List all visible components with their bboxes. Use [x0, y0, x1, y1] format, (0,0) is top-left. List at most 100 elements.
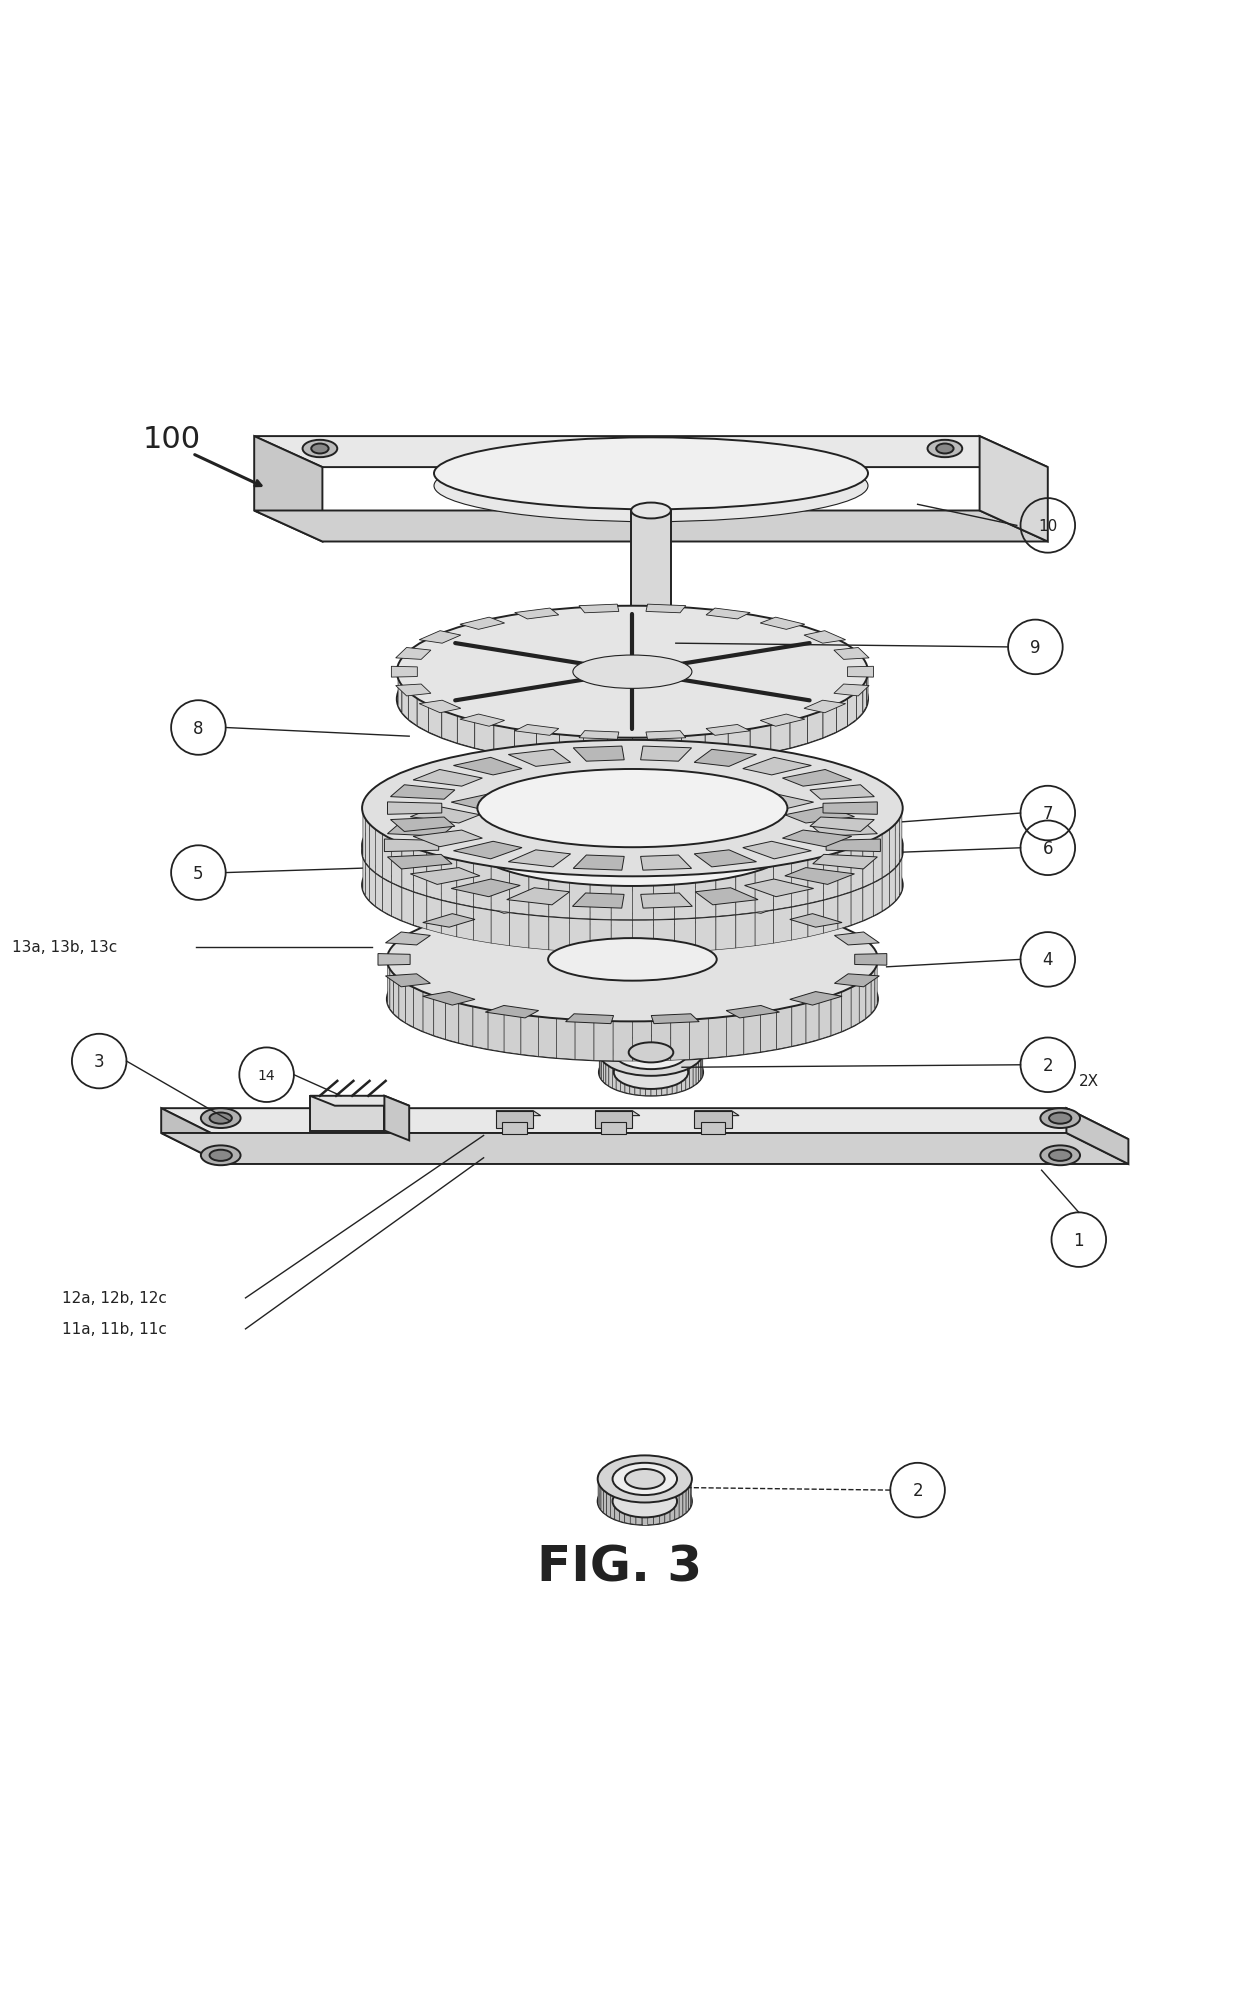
Polygon shape	[808, 856, 823, 904]
Polygon shape	[387, 854, 453, 870]
Ellipse shape	[928, 441, 962, 457]
Polygon shape	[694, 749, 756, 767]
Polygon shape	[694, 1112, 732, 1128]
Polygon shape	[837, 699, 848, 733]
Polygon shape	[647, 1502, 653, 1525]
Polygon shape	[583, 737, 608, 765]
Ellipse shape	[598, 1456, 692, 1502]
Polygon shape	[573, 856, 624, 870]
Polygon shape	[851, 882, 863, 926]
Ellipse shape	[629, 1043, 673, 1063]
Polygon shape	[727, 1005, 780, 1019]
Ellipse shape	[598, 1478, 692, 1525]
Polygon shape	[899, 852, 901, 896]
Polygon shape	[656, 1075, 662, 1096]
Ellipse shape	[397, 606, 868, 739]
Polygon shape	[701, 1122, 725, 1134]
Polygon shape	[782, 769, 852, 787]
Polygon shape	[686, 1069, 689, 1090]
Polygon shape	[590, 912, 611, 953]
Ellipse shape	[201, 1108, 241, 1128]
Polygon shape	[376, 830, 383, 878]
Polygon shape	[641, 894, 692, 908]
Polygon shape	[744, 794, 813, 812]
Polygon shape	[384, 1096, 409, 1140]
Polygon shape	[423, 914, 475, 928]
Polygon shape	[590, 876, 611, 920]
Polygon shape	[559, 735, 583, 763]
Polygon shape	[851, 983, 859, 1027]
Polygon shape	[706, 725, 750, 735]
Polygon shape	[398, 679, 402, 713]
Polygon shape	[423, 993, 475, 1005]
Polygon shape	[474, 864, 491, 910]
Polygon shape	[161, 1134, 1128, 1164]
Polygon shape	[423, 993, 434, 1035]
Polygon shape	[569, 912, 590, 953]
Polygon shape	[491, 866, 510, 912]
Polygon shape	[744, 880, 813, 898]
Polygon shape	[575, 1021, 594, 1061]
Ellipse shape	[595, 663, 670, 683]
Polygon shape	[613, 1069, 616, 1090]
Polygon shape	[812, 854, 878, 870]
Polygon shape	[774, 900, 791, 945]
Polygon shape	[672, 1073, 677, 1094]
Text: 2X: 2X	[1079, 1073, 1099, 1090]
Polygon shape	[760, 715, 805, 727]
Polygon shape	[863, 679, 867, 713]
Ellipse shape	[434, 451, 868, 522]
Polygon shape	[641, 856, 692, 870]
Polygon shape	[387, 802, 441, 816]
Polygon shape	[428, 705, 441, 739]
Polygon shape	[610, 1494, 615, 1521]
Polygon shape	[451, 880, 521, 898]
Polygon shape	[565, 1015, 614, 1025]
Ellipse shape	[1049, 1114, 1071, 1124]
Polygon shape	[454, 757, 522, 775]
Polygon shape	[792, 1003, 806, 1047]
Polygon shape	[502, 1122, 527, 1134]
Polygon shape	[405, 983, 414, 1027]
Polygon shape	[743, 757, 811, 775]
Polygon shape	[491, 904, 510, 947]
Polygon shape	[391, 785, 455, 800]
Polygon shape	[310, 1096, 409, 1106]
Polygon shape	[823, 854, 838, 900]
Text: 2: 2	[1043, 1055, 1053, 1073]
Polygon shape	[254, 512, 1048, 542]
Polygon shape	[630, 1073, 635, 1096]
Ellipse shape	[599, 1029, 703, 1075]
Polygon shape	[441, 894, 456, 937]
Polygon shape	[631, 512, 671, 634]
Polygon shape	[441, 711, 458, 743]
Polygon shape	[646, 1075, 651, 1096]
Ellipse shape	[613, 1462, 677, 1494]
Polygon shape	[573, 747, 624, 761]
Text: 7: 7	[1043, 806, 1053, 822]
Polygon shape	[310, 1096, 384, 1132]
Polygon shape	[387, 822, 453, 838]
Polygon shape	[489, 1011, 505, 1053]
Polygon shape	[675, 874, 696, 920]
Polygon shape	[755, 904, 774, 947]
Polygon shape	[895, 820, 899, 868]
Polygon shape	[662, 1075, 667, 1096]
Polygon shape	[496, 1112, 541, 1116]
Polygon shape	[866, 975, 872, 1019]
Polygon shape	[755, 866, 774, 912]
Polygon shape	[370, 824, 376, 874]
Polygon shape	[515, 725, 559, 735]
Polygon shape	[549, 874, 569, 918]
Polygon shape	[632, 1021, 652, 1061]
Polygon shape	[651, 896, 699, 906]
Polygon shape	[735, 870, 755, 914]
Polygon shape	[677, 1071, 682, 1094]
Polygon shape	[806, 1001, 820, 1043]
Polygon shape	[808, 894, 823, 937]
Polygon shape	[646, 731, 686, 739]
Polygon shape	[441, 856, 456, 904]
Polygon shape	[686, 1488, 688, 1513]
Polygon shape	[715, 872, 735, 916]
Text: 100: 100	[143, 425, 201, 453]
